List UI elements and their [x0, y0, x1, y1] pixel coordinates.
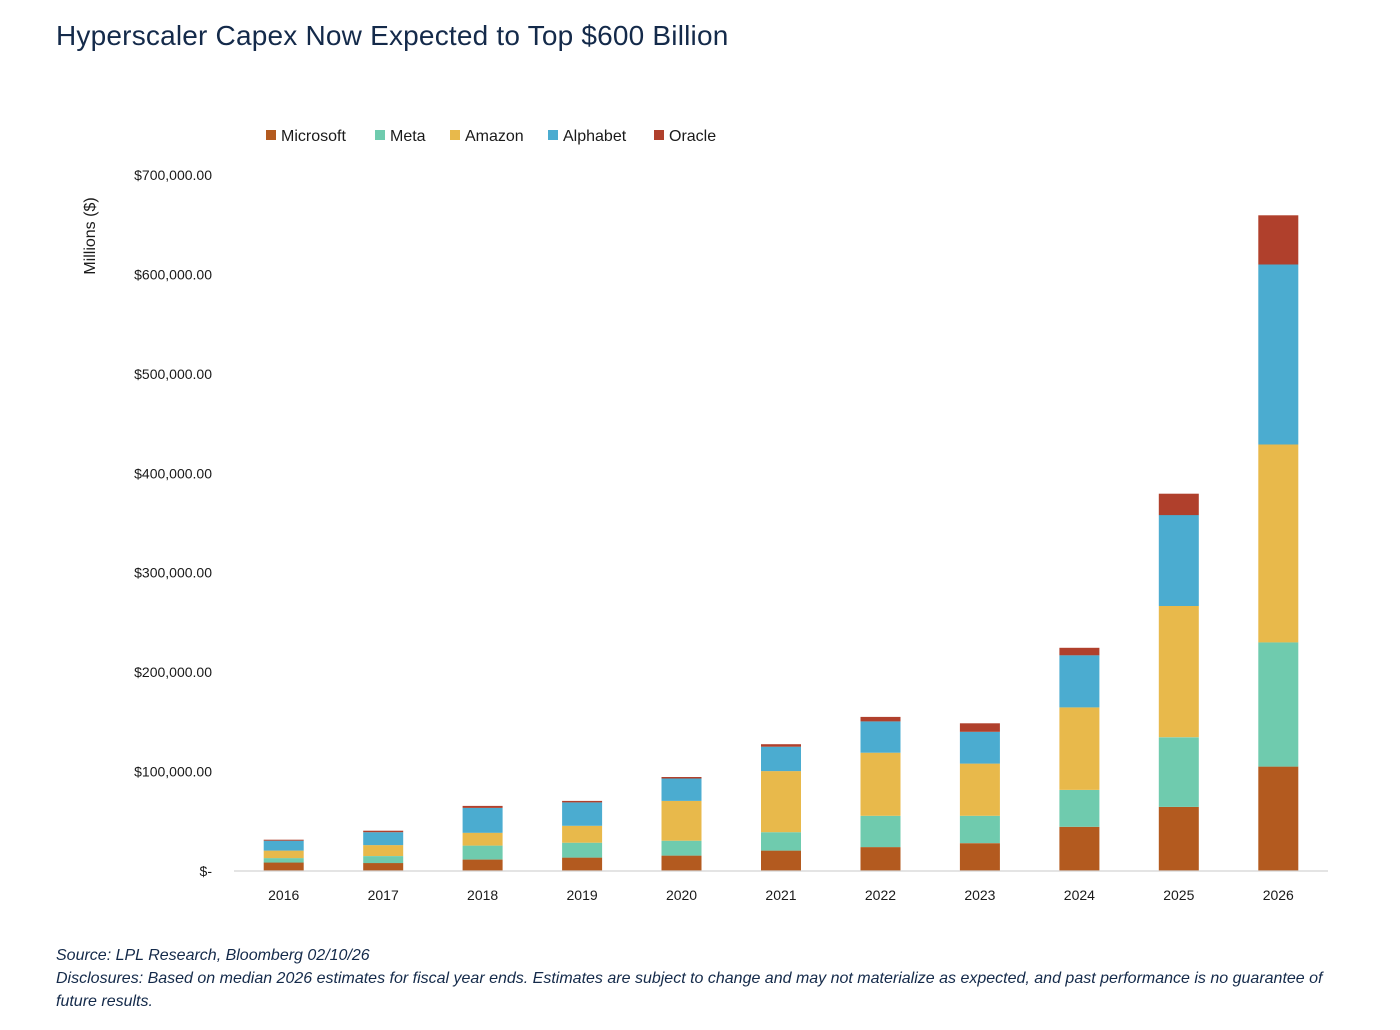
- legend-swatch: [450, 130, 460, 140]
- bar-meta-2026: [1258, 642, 1299, 767]
- x-tick-label: 2020: [666, 887, 697, 903]
- bar-amazon-2018: [462, 832, 503, 846]
- x-tick-label: 2021: [765, 887, 796, 903]
- x-axis: 2016 2017 2018 2019 2020 2021 2022 2023 2024 2025…: [234, 870, 1328, 903]
- bar-meta-2023: [959, 815, 1000, 844]
- bar-oracle-2022: [860, 716, 901, 722]
- bars: [263, 215, 1299, 871]
- bar-microsoft-2017: [363, 863, 404, 871]
- disclosure-note: Disclosures: Based on median 2026 estima…: [56, 970, 1323, 1010]
- bar-microsoft-2025: [1158, 806, 1199, 871]
- legend-swatch: [548, 130, 558, 140]
- bar-alphabet-2020: [661, 778, 702, 801]
- bar-amazon-2024: [1059, 707, 1100, 790]
- x-tick-label: 2024: [1064, 887, 1095, 903]
- bar-alphabet-2018: [462, 807, 503, 833]
- y-axis-label: Millions ($): [82, 197, 99, 274]
- legend-item-oracle: Oracle: [654, 128, 716, 145]
- bar-meta-2020: [661, 840, 702, 856]
- legend-label: Oracle: [669, 128, 716, 145]
- legend-item-meta: Meta: [375, 128, 426, 145]
- bar-microsoft-2021: [761, 850, 801, 871]
- bar-alphabet-2024: [1059, 655, 1100, 708]
- legend-label: Amazon: [465, 128, 524, 145]
- legend-item-alphabet: Alphabet: [548, 128, 627, 145]
- legend-swatch: [654, 130, 664, 140]
- bar-alphabet-2022: [860, 721, 901, 753]
- x-tick-label: 2018: [467, 887, 498, 903]
- bar-microsoft-2019: [562, 857, 603, 871]
- bar-meta-2018: [462, 845, 503, 860]
- bar-amazon-2017: [363, 845, 404, 856]
- bar-oracle-2025: [1158, 493, 1199, 516]
- bar-alphabet-2021: [761, 746, 801, 772]
- legend-item-microsoft: Microsoft: [266, 128, 346, 145]
- bar-amazon-2021: [761, 771, 801, 833]
- bar-alphabet-2026: [1258, 264, 1299, 445]
- bar-oracle-2019: [562, 800, 603, 803]
- x-tick-label: 2019: [567, 887, 598, 903]
- bar-alphabet-2016: [263, 840, 304, 851]
- bar-microsoft-2016: [263, 862, 304, 871]
- bar-amazon-2022: [860, 752, 901, 816]
- bar-alphabet-2019: [562, 802, 603, 826]
- bar-meta-2017: [363, 856, 404, 864]
- bar-alphabet-2025: [1158, 515, 1199, 606]
- bar-oracle-2018: [462, 805, 503, 808]
- y-tick-label: $200,000.00: [134, 664, 212, 680]
- bar-oracle-2021: [761, 744, 801, 747]
- bar-amazon-2023: [959, 763, 1000, 816]
- bar-oracle-2017: [363, 830, 404, 833]
- legend-swatch: [266, 130, 276, 140]
- x-tick-label: 2017: [368, 887, 399, 903]
- bar-amazon-2025: [1158, 606, 1199, 738]
- bar-meta-2022: [860, 815, 901, 848]
- bar-oracle-2020: [661, 777, 702, 779]
- legend-label: Microsoft: [281, 128, 346, 145]
- x-tick-label: 2025: [1163, 887, 1194, 903]
- bar-oracle-2016: [263, 839, 304, 841]
- y-tick-label: $600,000.00: [134, 266, 212, 282]
- bar-alphabet-2017: [363, 832, 404, 846]
- legend-swatch: [375, 130, 385, 140]
- legend-label: Meta: [390, 128, 426, 145]
- bar-microsoft-2022: [860, 847, 901, 871]
- y-tick-label: $400,000.00: [134, 465, 212, 481]
- bar-amazon-2019: [562, 825, 603, 843]
- footnote: Source: LPL Research, Bloomberg 02/10/26…: [56, 944, 1356, 1013]
- x-tick-label: 2016: [268, 887, 299, 903]
- y-tick-label: $100,000.00: [134, 764, 212, 780]
- legend-label: Alphabet: [563, 128, 627, 145]
- chart-title: Hyperscaler Capex Now Expected to Top $6…: [56, 20, 729, 51]
- bar-oracle-2023: [959, 723, 1000, 732]
- bar-oracle-2026: [1258, 215, 1299, 265]
- bar-microsoft-2018: [462, 859, 503, 871]
- y-tick-label: $300,000.00: [134, 565, 212, 581]
- x-tick-label: 2022: [865, 887, 896, 903]
- y-tick-label: $500,000.00: [134, 366, 212, 382]
- bar-oracle-2024: [1059, 647, 1100, 656]
- legend-item-amazon: Amazon: [450, 128, 524, 145]
- bar-meta-2025: [1158, 737, 1199, 807]
- x-tick-label: 2026: [1263, 887, 1294, 903]
- stacked-bar-chart: Microsoft Meta Amazon Alphabet Oracle $- $100…: [82, 128, 1328, 903]
- y-tick-label: $700,000.00: [134, 167, 212, 183]
- bar-microsoft-2023: [959, 843, 1000, 871]
- bar-alphabet-2023: [959, 731, 1000, 764]
- bar-amazon-2020: [661, 800, 702, 841]
- bar-meta-2024: [1059, 790, 1100, 827]
- bar-microsoft-2024: [1059, 826, 1100, 871]
- bar-meta-2021: [761, 832, 801, 851]
- source-note: Source: LPL Research, Bloomberg 02/10/26: [56, 947, 370, 964]
- bar-meta-2016: [263, 858, 304, 863]
- bar-amazon-2016: [263, 850, 304, 859]
- x-tick-label: 2023: [964, 887, 995, 903]
- bar-microsoft-2020: [661, 855, 702, 871]
- y-tick-label: $-: [200, 863, 213, 879]
- bar-amazon-2026: [1258, 444, 1299, 643]
- bar-meta-2019: [562, 842, 603, 858]
- legend: Microsoft Meta Amazon Alphabet Oracle: [266, 128, 716, 145]
- y-axis: $- $100,000.00 $200,000.00 $300,000.00 $400,…: [82, 167, 212, 879]
- bar-microsoft-2026: [1258, 766, 1299, 871]
